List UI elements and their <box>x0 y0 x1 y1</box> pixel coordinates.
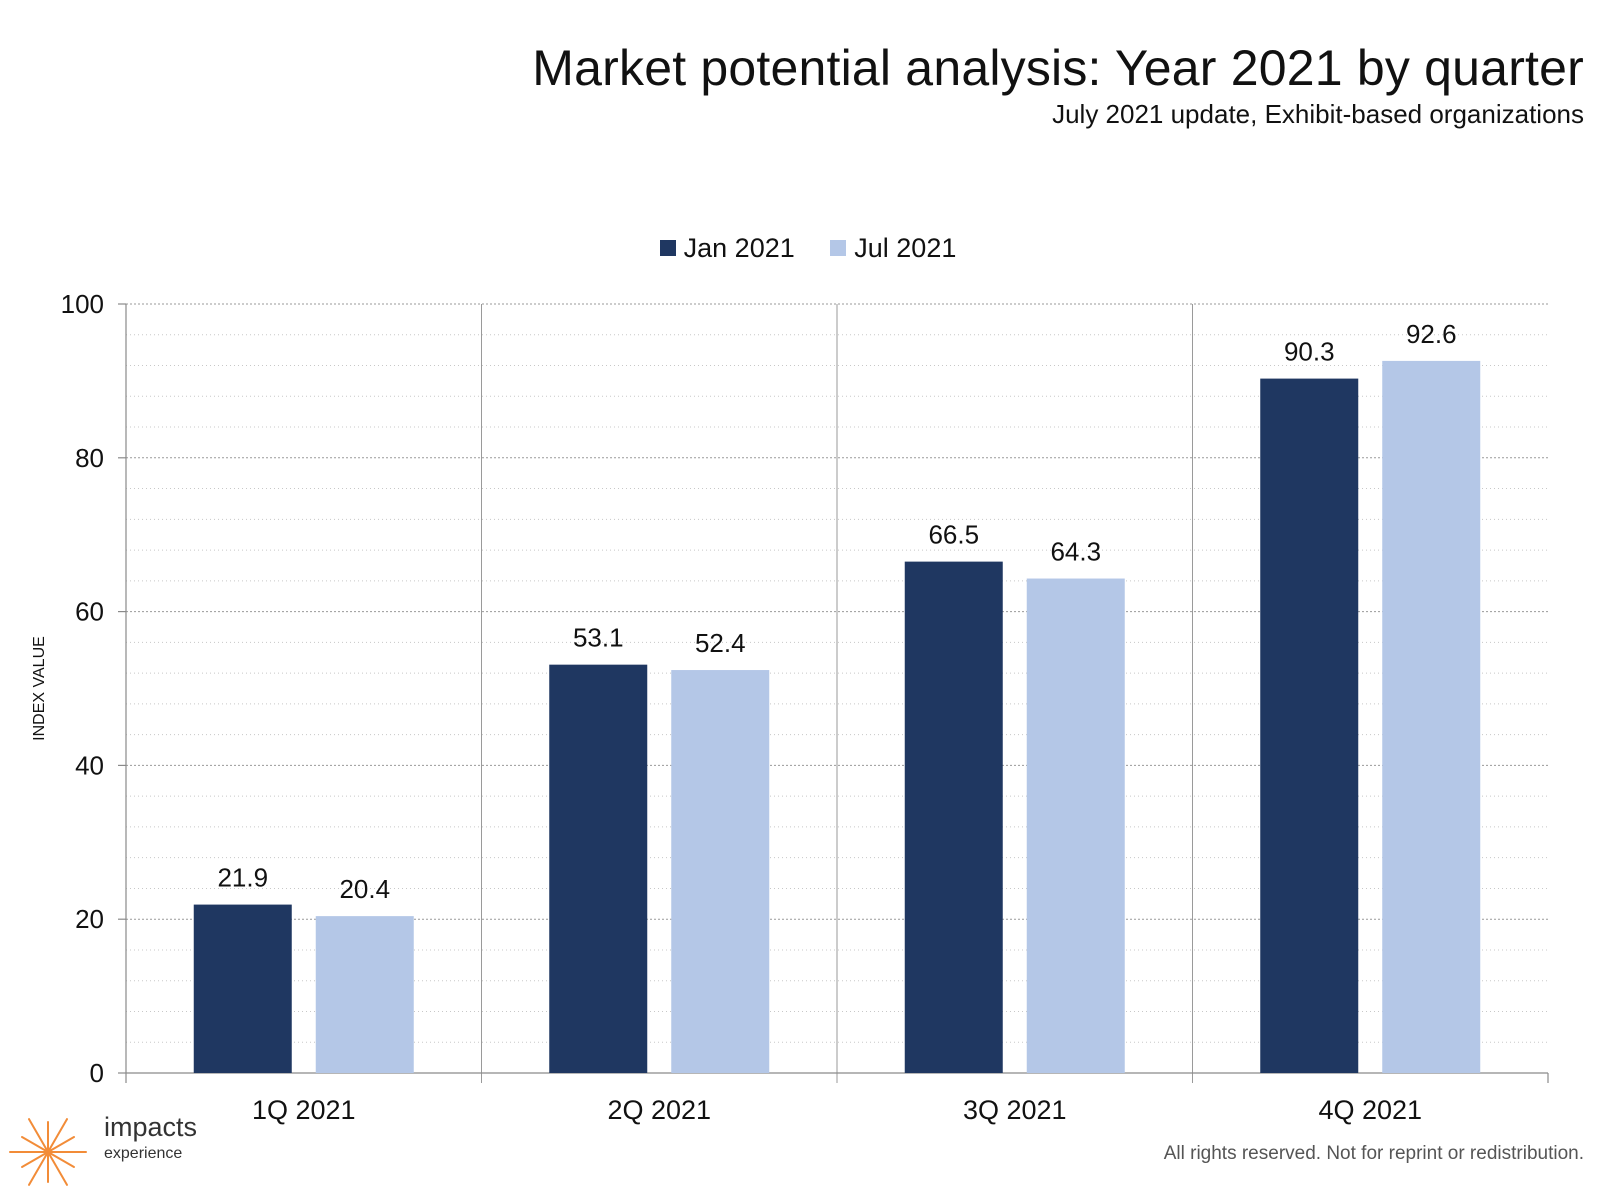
starburst-ray <box>47 1118 68 1153</box>
data-label: 52.4 <box>695 628 746 658</box>
y-tick-label: 40 <box>75 750 104 780</box>
bar <box>1026 578 1125 1073</box>
starburst-ray <box>47 1151 68 1186</box>
chart-title: Market potential analysis: Year 2021 by … <box>532 40 1584 96</box>
chart-subtitle: July 2021 update, Exhibit-based organiza… <box>1052 99 1584 129</box>
starburst-ray <box>21 1151 49 1168</box>
data-label: 21.9 <box>217 863 268 893</box>
y-tick-label: 60 <box>75 597 104 627</box>
bar <box>1260 378 1359 1073</box>
bar <box>315 916 414 1073</box>
legend: Jan 2021 Jul 2021 <box>0 230 1616 265</box>
starburst-ray <box>21 1136 49 1153</box>
legend-item-series-2: Jul 2021 <box>830 231 956 265</box>
brand-name: impacts <box>104 1112 198 1142</box>
data-label: 53.1 <box>573 623 624 653</box>
legend-swatch-series-2 <box>830 240 847 256</box>
data-label: 20.4 <box>339 874 390 904</box>
y-tick-label: 0 <box>90 1058 104 1088</box>
starburst-ray <box>47 1136 75 1153</box>
bar <box>904 561 1003 1073</box>
data-label: 66.5 <box>928 520 979 550</box>
data-label: 92.6 <box>1406 319 1457 349</box>
bars <box>193 360 1481 1073</box>
brand-tagline: experience <box>104 1145 183 1162</box>
bar <box>671 670 770 1073</box>
data-label: 90.3 <box>1284 337 1335 367</box>
x-tick-label: 2Q 2021 <box>607 1095 711 1125</box>
legend-item-series-1: Jan 2021 <box>659 231 795 265</box>
legend-label-series-1: Jan 2021 <box>683 233 795 263</box>
y-axis-label: INDEX VALUE <box>31 636 48 741</box>
bar <box>1382 360 1481 1073</box>
bar <box>549 664 648 1073</box>
legend-label-series-2: Jul 2021 <box>854 233 957 263</box>
x-tick-label: 1Q 2021 <box>252 1095 356 1125</box>
x-tick-label: 3Q 2021 <box>963 1095 1067 1125</box>
data-label: 64.3 <box>1050 537 1101 567</box>
x-tick-label: 4Q 2021 <box>1318 1095 1422 1125</box>
bar <box>193 904 292 1073</box>
starburst-ray <box>47 1151 75 1168</box>
y-tick-label: 100 <box>61 289 104 319</box>
starburst-icon <box>9 1118 87 1186</box>
brand-logo: impacts experience <box>8 1110 228 1190</box>
y-tick-label: 80 <box>75 443 104 473</box>
y-tick-label: 20 <box>75 904 104 934</box>
labels: 0 20 40 60 80 100 INDEX VALUE 1Q 2021 21.9 20.4 2Q… <box>31 289 1457 1125</box>
starburst-ray <box>28 1118 49 1153</box>
copyright-notice: All rights reserved. Not for reprint or … <box>1163 1143 1584 1164</box>
starburst-ray <box>28 1151 49 1186</box>
legend-swatch-series-1 <box>659 240 676 256</box>
